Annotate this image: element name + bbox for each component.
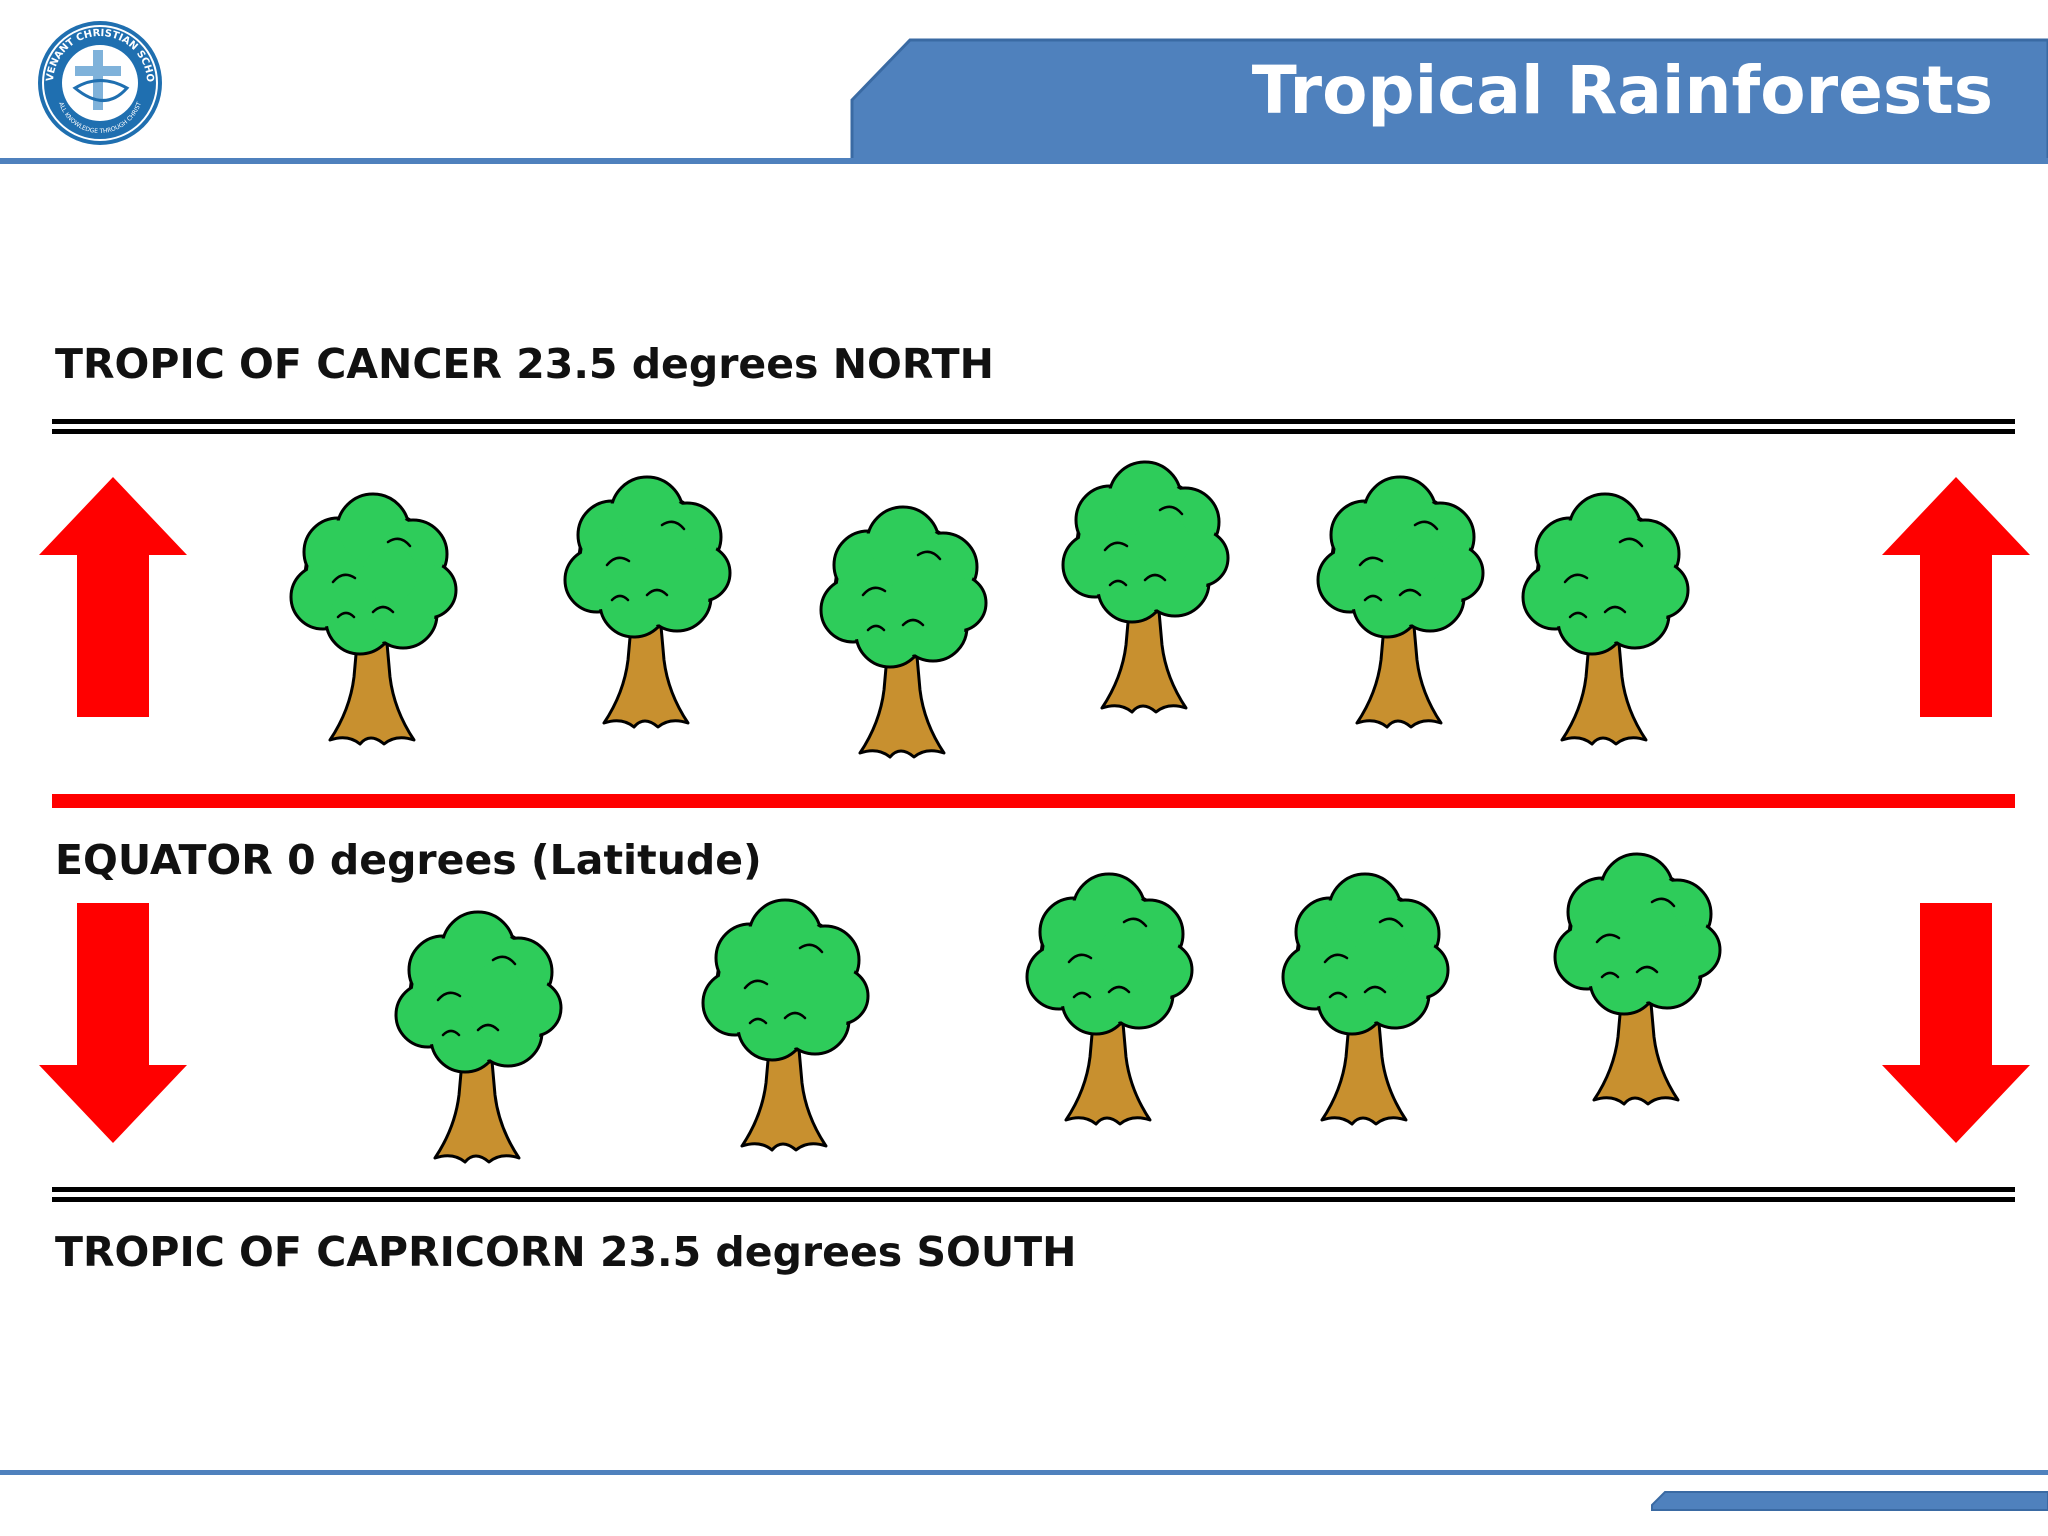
tree-icon	[1061, 460, 1230, 714]
tree-icon	[1553, 852, 1722, 1106]
tree-icon	[701, 898, 870, 1152]
tropic-of-cancer-line	[52, 419, 2015, 434]
north-arrow-icon	[39, 477, 187, 717]
tree-icon	[289, 492, 458, 746]
equator-line	[52, 794, 2015, 808]
tropic-of-capricorn-label: TROPIC OF CAPRICORN 23.5 degrees SOUTH	[55, 1228, 1077, 1276]
tropic-of-capricorn-line	[52, 1187, 2015, 1202]
tree-icon	[1521, 492, 1690, 746]
south-arrow-icon	[1882, 903, 2030, 1143]
header-banner	[0, 38, 2048, 164]
tree-icon	[1025, 872, 1194, 1126]
north-arrow-icon	[1882, 477, 2030, 717]
equator-label: EQUATOR 0 degrees (Latitude)	[55, 836, 762, 884]
page-title: Tropical Rainforests	[1251, 52, 1993, 129]
tree-icon	[563, 475, 732, 729]
tropic-of-cancer-label: TROPIC OF CANCER 23.5 degrees NORTH	[55, 340, 994, 388]
tree-icon	[394, 910, 563, 1164]
tree-icon	[1281, 872, 1450, 1126]
footer-bar	[0, 1470, 2048, 1511]
tree-icon	[1316, 475, 1485, 729]
school-logo: COVENANT CHRISTIAN SCHOOL ALL KNOWLEDGE …	[31, 10, 162, 145]
tree-icon	[819, 505, 988, 759]
south-arrow-icon	[39, 903, 187, 1143]
